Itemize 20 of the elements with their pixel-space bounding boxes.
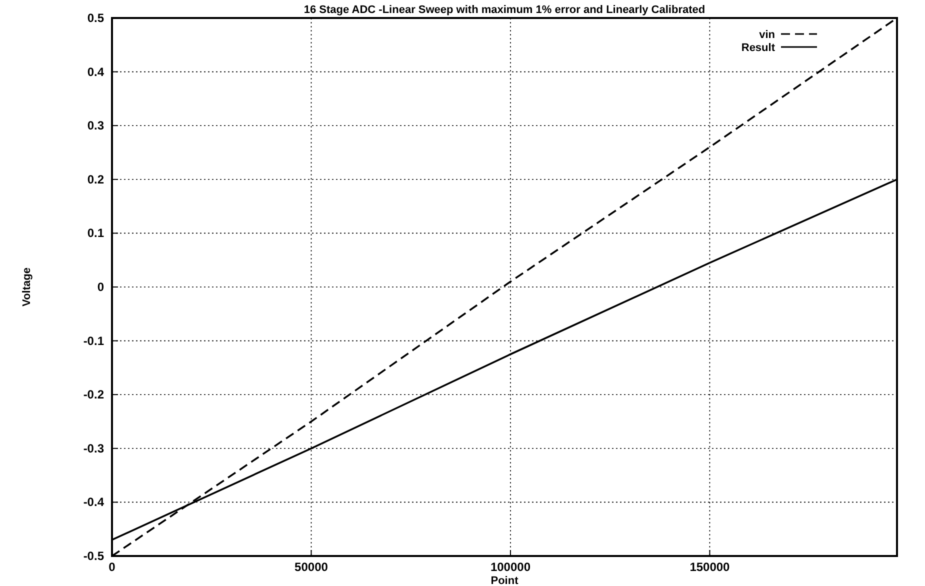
x-tick-label: 100000	[490, 560, 531, 574]
y-tick-label: -0.5	[83, 549, 104, 563]
legend-label: Result	[741, 42, 776, 54]
y-tick-label: -0.2	[83, 388, 104, 402]
y-tick-label: 0	[97, 280, 104, 294]
y-tick-label: 0.2	[87, 172, 104, 186]
y-tick-label: -0.4	[83, 495, 104, 510]
legend-label: vin	[759, 29, 776, 41]
x-tick-label: 0	[108, 560, 116, 574]
y-tick-label: 0.5	[87, 11, 104, 25]
y-tick-label: -0.1	[83, 334, 104, 348]
chart-title: 16 Stage ADC -Linear Sweep with maximum 1% error and Linearly Calibrated	[304, 4, 706, 16]
y-tick-label: 0.3	[87, 118, 104, 133]
x-tick-label: 50000	[294, 560, 328, 574]
y-tick-label: -0.3	[83, 441, 104, 456]
x-tick-label: 150000	[690, 560, 730, 574]
y-axis-title: Voltage	[21, 268, 33, 306]
y-tick-label: 0.4	[87, 64, 104, 79]
x-axis-title: Point	[490, 575, 519, 586]
y-tick-label: 0.1	[87, 226, 104, 240]
